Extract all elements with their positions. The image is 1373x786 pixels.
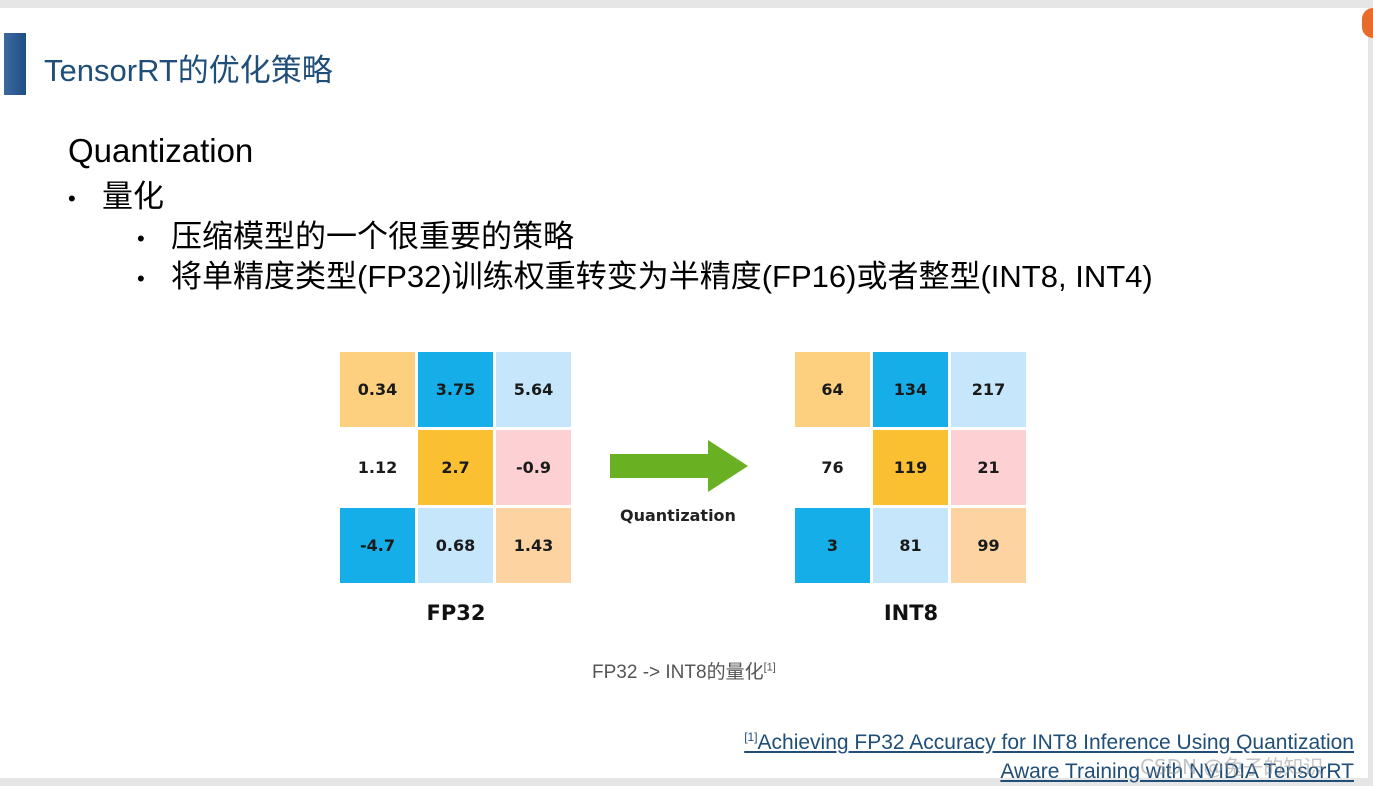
bullet-text: 压缩模型的一个很重要的策略 [171,219,574,254]
int8-cell: 217 [951,352,1026,427]
fp32-cell: -4.7 [340,508,415,583]
caption-text: FP32 -> INT8的量化 [592,662,764,683]
caption-ref-marker: [1] [763,661,776,674]
bullet-text: 将单精度类型(FP32)训练权重转变为半精度(FP16)或者整型(INT8, I… [171,259,1153,294]
int8-label: INT8 [883,601,939,625]
int8-cell: 64 [795,352,870,427]
bullet-dot-icon: • [137,265,145,291]
int8-cell: 99 [951,508,1026,583]
quantization-arrow-label: Quantization [620,506,736,525]
bullet-item: • 量化 [68,171,164,216]
int8-cell: 81 [873,508,948,583]
bullet-text: 量化 [102,179,164,214]
bullet-dot-icon: • [68,185,76,211]
sub-bullet-item: • 压缩模型的一个很重要的策略 [137,211,574,256]
reference-line-1[interactable]: [1]Achieving FP32 Accuracy for INT8 Infe… [744,723,1354,757]
reference-marker: [1] [744,730,758,744]
slide: TensorRT的优化策略 Quantization • 量化 • 压缩模型的一个很… [0,8,1368,783]
corner-badge-icon[interactable] [1362,8,1373,38]
fp32-cell: 0.68 [418,508,493,583]
watermark: CSDN @兔子的知识 [1140,755,1324,779]
fp32-cell: 5.64 [496,352,571,427]
fp32-cell: 3.75 [418,352,493,427]
figure-caption: FP32 -> INT8的量化[1] [592,657,776,684]
title-accent-bar [4,33,26,95]
arrow-right-icon [610,440,748,492]
int8-cell: 76 [795,430,870,505]
fp32-matrix: 0.34 3.75 5.64 1.12 2.7 -0.9 -4.7 0.68 1.43 [340,344,572,583]
reference-text-1[interactable]: Achieving FP32 Accuracy for INT8 Inferen… [757,731,1354,754]
slide-title: TensorRT的优化策略 [44,53,333,88]
section-heading: Quantization [68,132,254,169]
int8-matrix: 64 134 217 76 119 21 3 81 99 [795,344,1027,583]
int8-cell: 119 [873,430,948,505]
fp32-cell: 1.43 [496,508,571,583]
sub-bullet-item: • 将单精度类型(FP32)训练权重转变为半精度(FP16)或者整型(INT8, … [137,251,1153,296]
bullet-dot-icon: • [137,225,145,251]
int8-cell: 134 [873,352,948,427]
fp32-cell: 1.12 [340,430,415,505]
fp32-label: FP32 [426,601,486,625]
fp32-cell: 0.34 [340,352,415,427]
reference-line-2[interactable]: Aware Training with NVIDIA TensorRT [1000,760,1354,783]
fp32-cell: -0.9 [496,430,571,505]
reference-link[interactable]: [1]Achieving FP32 Accuracy for INT8 Infe… [744,723,1354,786]
int8-cell: 21 [951,430,1026,505]
fp32-cell: 2.7 [418,430,493,505]
int8-cell: 3 [795,508,870,583]
